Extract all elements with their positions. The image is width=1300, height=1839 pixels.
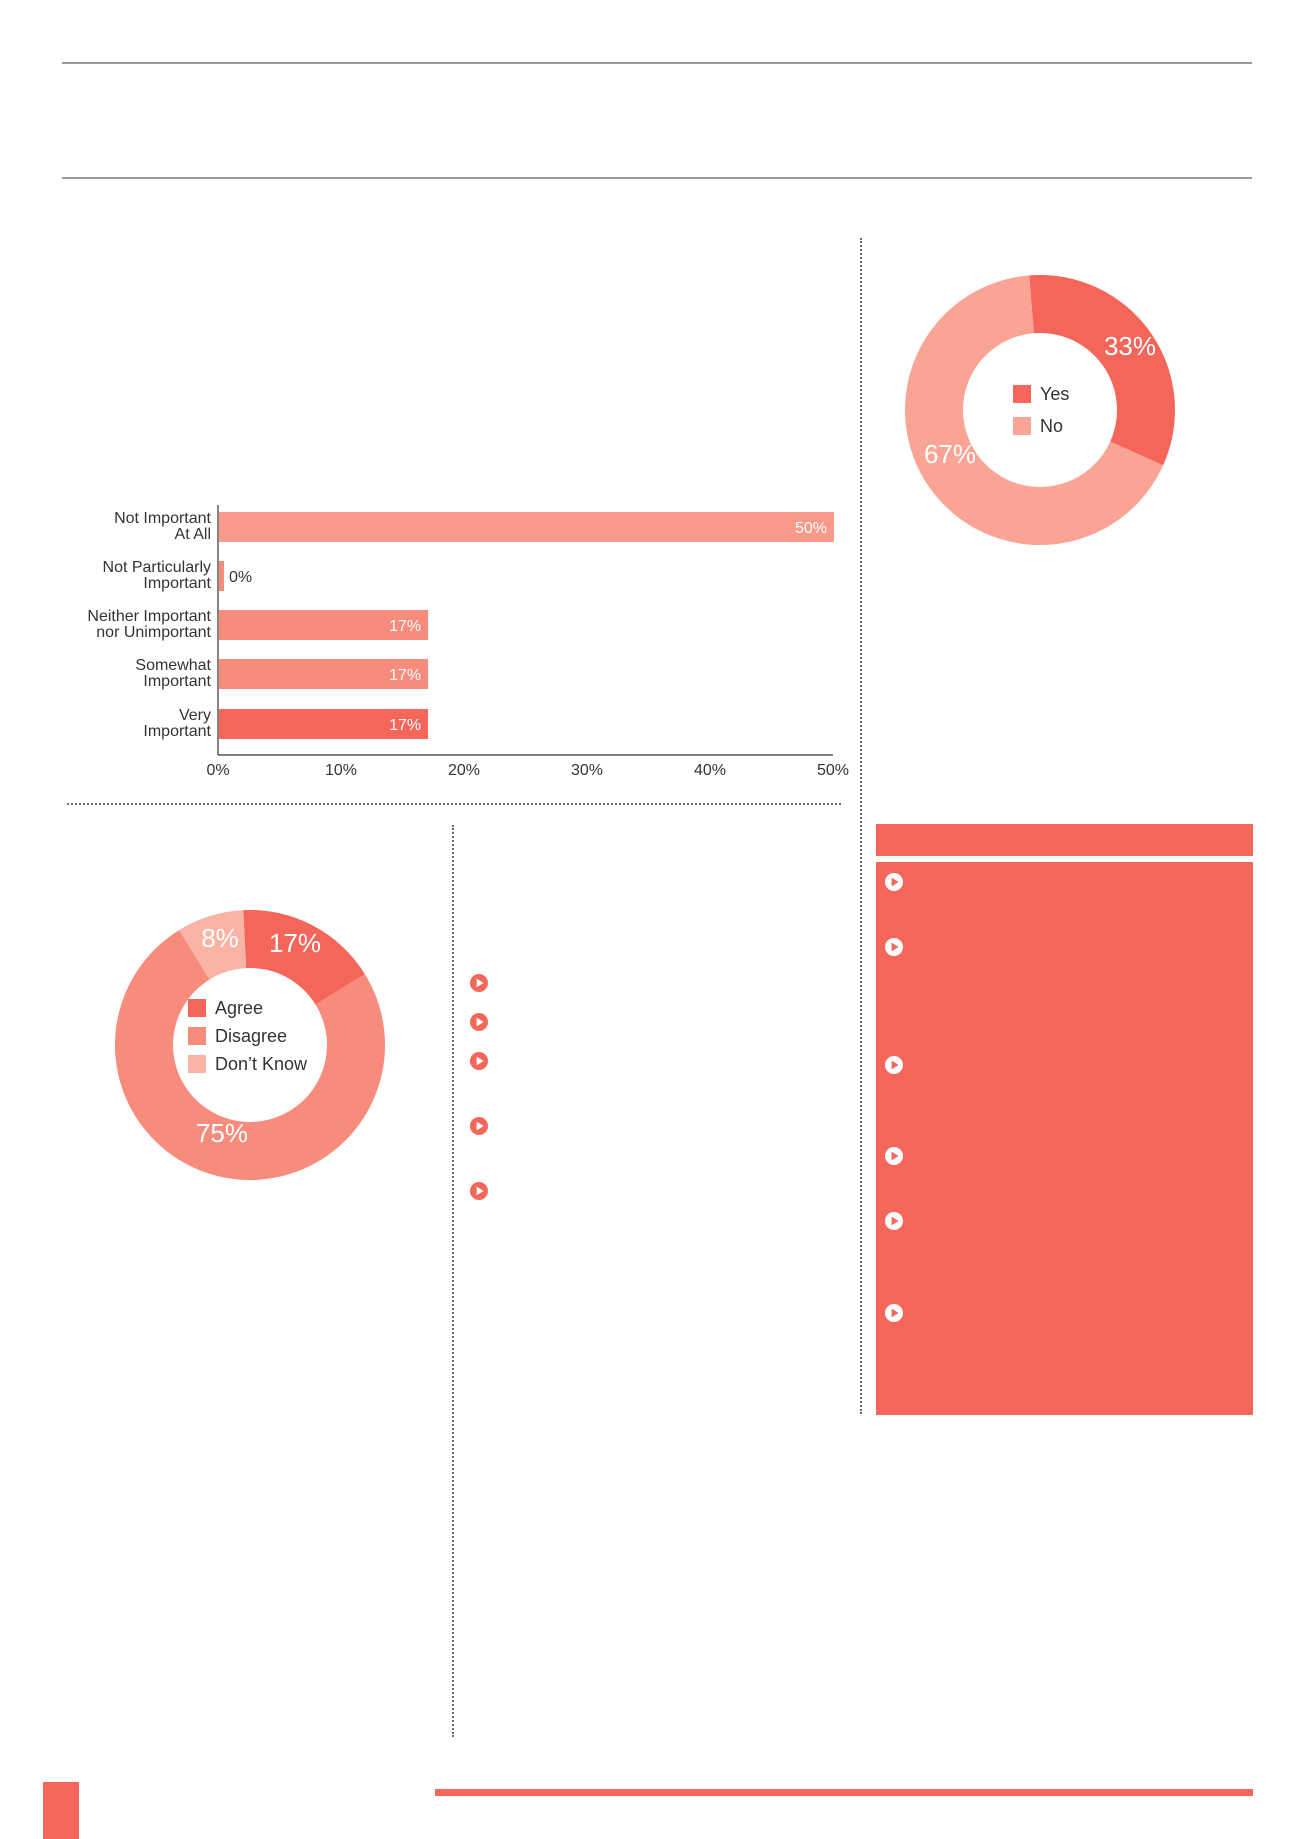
category-label: At All (175, 526, 211, 543)
play-circle-icon (470, 1182, 488, 1200)
legend-label: Yes (1040, 384, 1069, 404)
donut-slice (179, 910, 247, 980)
header-rule-bottom (62, 177, 1252, 179)
donut-slice (243, 910, 365, 1005)
legend-label: Agree (215, 998, 263, 1018)
bar (219, 561, 224, 591)
donut-slice (1029, 275, 1175, 466)
data-label: 8% (201, 923, 239, 953)
play-circle-icon (885, 1056, 903, 1074)
play-circle-icon (470, 1052, 488, 1070)
data-label: 50% (795, 520, 827, 537)
legend-swatch (1013, 417, 1031, 435)
data-label: 17% (269, 928, 321, 958)
tick-label: 50% (817, 762, 849, 779)
play-circle-icon (885, 1212, 903, 1230)
tick-label: 20% (448, 762, 480, 779)
tick-label: 40% (694, 762, 726, 779)
tick-label: 30% (571, 762, 603, 779)
tick-label: 0% (206, 762, 229, 779)
divider-vertical-middle (452, 825, 454, 1737)
legend-label: Disagree (215, 1026, 287, 1046)
bar (219, 659, 429, 689)
play-circle-icon (470, 1117, 488, 1135)
category-label: Important (143, 673, 211, 690)
donut-slice (115, 930, 386, 1180)
legend-swatch (188, 1027, 206, 1045)
right-panel-header (876, 824, 1253, 856)
agree-disagree-donut-chart: 17% 75% 8% Agree Disagree Don’t Know (115, 910, 386, 1180)
data-label: 75% (196, 1118, 248, 1148)
data-label: 33% (1104, 331, 1156, 361)
data-label: 67% (924, 439, 976, 469)
play-circle-icon (470, 974, 488, 992)
category-label: Somewhat (135, 657, 211, 674)
legend-swatch (188, 1055, 206, 1073)
category-label: Important (143, 575, 211, 592)
category-label: Not Particularly (103, 559, 211, 576)
data-label: 17% (389, 667, 421, 684)
divider-vertical-right (860, 238, 862, 1414)
yes-no-donut-chart: 33% 67% Yes No (905, 275, 1175, 545)
footer-accent-rule (435, 1789, 1253, 1796)
bar (219, 709, 429, 739)
category-label: Neither Important (87, 608, 211, 625)
divider-horizontal-left (67, 803, 841, 805)
donut-slice (905, 275, 1164, 545)
footer-accent-block (43, 1782, 79, 1839)
play-circle-icon (885, 1304, 903, 1322)
play-circle-icon (470, 1013, 488, 1031)
legend-swatch (188, 999, 206, 1017)
legend-label: Don’t Know (215, 1054, 308, 1074)
tick-label: 10% (325, 762, 357, 779)
right-panel (876, 862, 1253, 1415)
header-rule-top (62, 62, 1252, 64)
category-label: nor Unimportant (96, 624, 211, 641)
legend-label: No (1040, 416, 1063, 436)
data-label: 0% (229, 569, 252, 586)
data-label: 17% (389, 717, 421, 734)
bar (219, 610, 429, 640)
bar (219, 512, 834, 542)
play-circle-icon (885, 938, 903, 956)
legend-swatch (1013, 385, 1031, 403)
category-label: Important (143, 723, 211, 740)
play-circle-icon (885, 1147, 903, 1165)
data-label: 17% (389, 618, 421, 635)
category-label: Very (179, 707, 211, 724)
category-label: Not Important (114, 510, 211, 527)
play-circle-icon (885, 873, 903, 891)
